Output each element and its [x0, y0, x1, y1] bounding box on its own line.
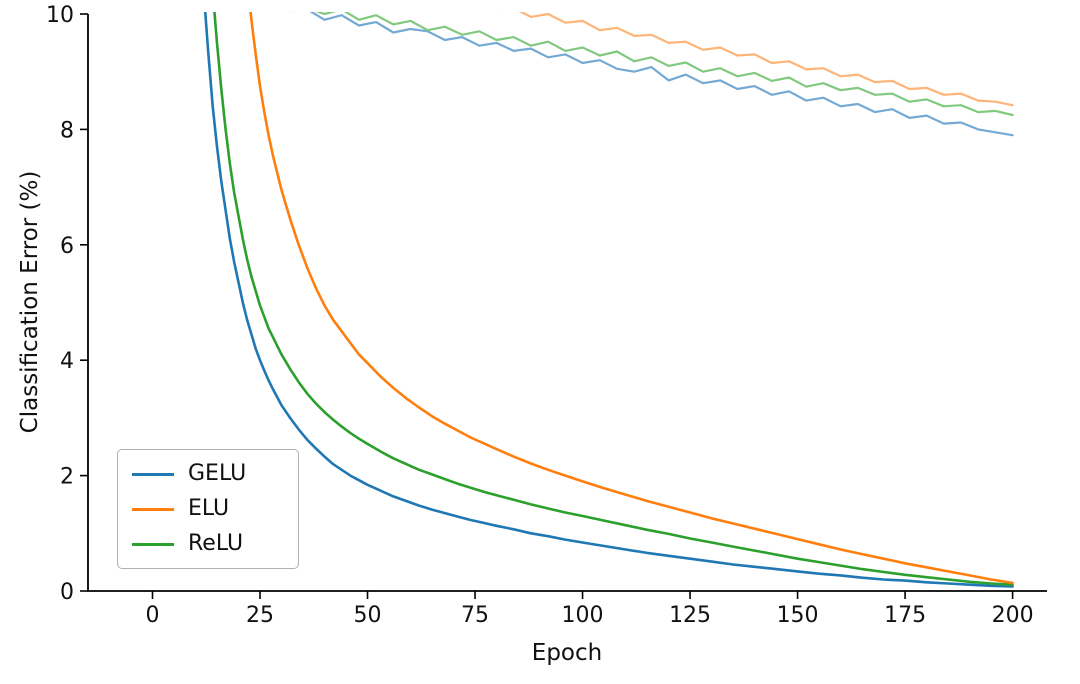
- y-tick-label: 2: [60, 465, 74, 490]
- legend-swatch-gelu: [132, 472, 174, 476]
- series-line-elu-test: [495, 12, 1014, 107]
- series-line-gelu-train: [203, 12, 1014, 588]
- x-axis-label: Epoch: [531, 640, 603, 666]
- x-tick-label: 175: [884, 603, 926, 628]
- series-group: [203, 12, 1014, 588]
- series-line-relu-train: [213, 12, 1014, 586]
- series-line-gelu-test: [289, 12, 1014, 137]
- y-tick-label: 0: [60, 580, 74, 605]
- legend-item-relu: ReLU: [132, 533, 246, 555]
- y-axis-label: Classification Error (%): [17, 170, 43, 434]
- y-tick-label: 8: [60, 118, 74, 143]
- x-tick-label: 200: [992, 603, 1034, 628]
- legend-swatch-elu: [132, 507, 174, 511]
- x-tick-label: 50: [354, 603, 382, 628]
- legend-swatch-relu: [132, 542, 174, 546]
- legend-label: ReLU: [188, 531, 244, 556]
- x-tick-label: 125: [669, 603, 711, 628]
- legend-item-gelu: GELU: [132, 463, 246, 485]
- y-tick-label: 6: [60, 234, 74, 259]
- x-tick-label: 25: [246, 603, 274, 628]
- legend-item-elu: ELU: [132, 498, 246, 520]
- x-tick-label: 75: [461, 603, 489, 628]
- series-line-relu-test: [315, 12, 1014, 117]
- legend-label: GELU: [188, 461, 247, 486]
- x-tick-label: 100: [562, 603, 604, 628]
- series-line-elu-train: [249, 12, 1014, 585]
- legend: GELU ELU ReLU: [117, 449, 300, 569]
- y-tick-label: 10: [46, 3, 74, 28]
- x-tick-label: 0: [146, 603, 160, 628]
- y-tick-label: 4: [60, 349, 74, 374]
- x-tick-label: 150: [777, 603, 819, 628]
- legend-label: ELU: [188, 496, 230, 521]
